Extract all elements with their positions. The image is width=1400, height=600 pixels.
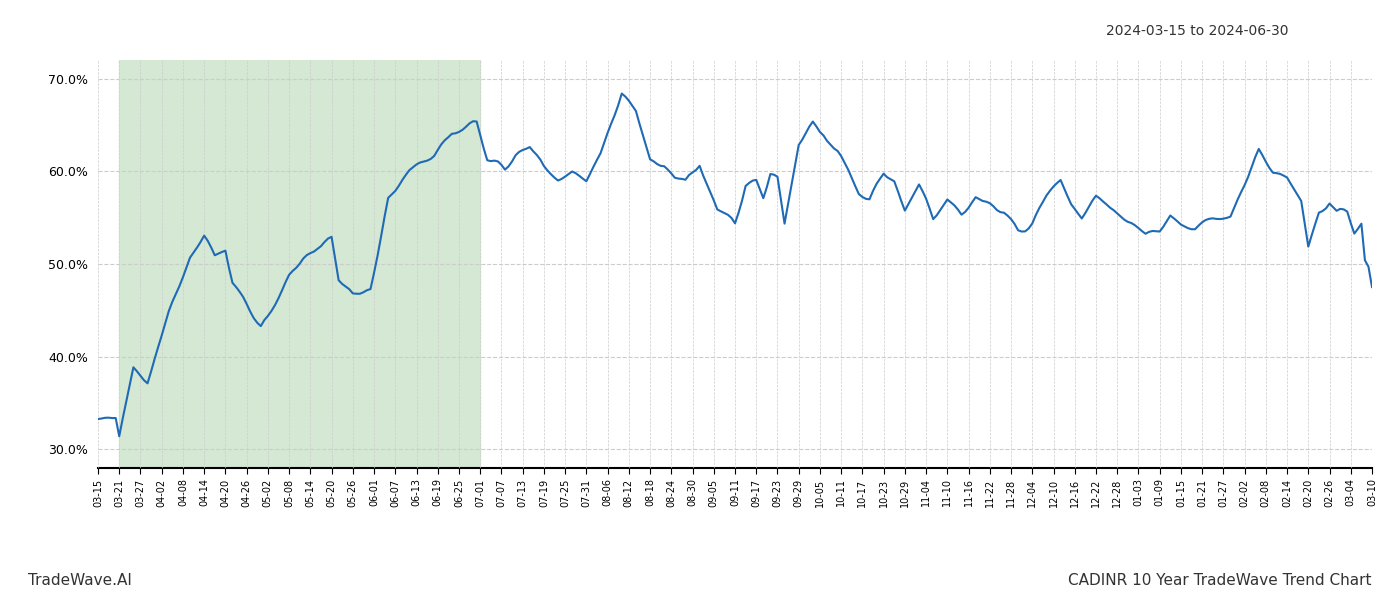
Text: 2024-03-15 to 2024-06-30: 2024-03-15 to 2024-06-30 [1106,24,1288,38]
Text: CADINR 10 Year TradeWave Trend Chart: CADINR 10 Year TradeWave Trend Chart [1068,573,1372,588]
Text: TradeWave.AI: TradeWave.AI [28,573,132,588]
Bar [119,60,480,468]
